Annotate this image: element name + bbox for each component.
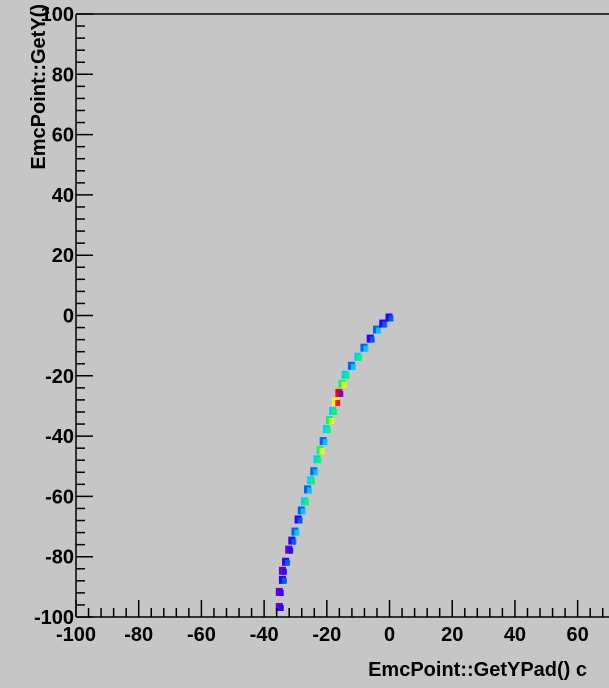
- band-cell: [297, 517, 303, 524]
- band-cell: [300, 508, 306, 515]
- data-band: [275, 313, 394, 611]
- x-tick-label: -40: [250, 624, 279, 646]
- band-cell: [325, 427, 331, 434]
- y-tick-label: 20: [52, 245, 74, 267]
- band-cell: [307, 487, 313, 494]
- band-cell: [294, 529, 300, 536]
- band-cell: [322, 439, 328, 446]
- y-tick-label: -100: [34, 607, 74, 629]
- band-cell: [382, 321, 388, 328]
- band-cell: [310, 478, 316, 485]
- band-cell: [281, 568, 287, 575]
- band-cell: [375, 327, 381, 334]
- y-tick-label: -40: [45, 426, 74, 448]
- y-axis-title: EmcPoint::GetY(): [28, 4, 50, 170]
- band-cell: [363, 345, 369, 352]
- band-cell: [369, 336, 375, 343]
- x-tick-label: 0: [384, 624, 395, 646]
- band-cell: [303, 499, 309, 506]
- band-cell: [357, 354, 363, 361]
- band-cell: [319, 448, 325, 455]
- y-tick-label: -60: [45, 486, 74, 508]
- x-tick-label: 60: [567, 624, 589, 646]
- band-cell: [278, 589, 284, 596]
- band-cell: [288, 547, 294, 554]
- band-cell: [388, 315, 394, 322]
- band-cell: [291, 538, 297, 545]
- band-cell: [316, 457, 322, 464]
- band-cell: [328, 418, 334, 425]
- y-tick-label: 40: [52, 185, 74, 207]
- band-cell: [350, 363, 356, 370]
- y-tick-label: -80: [45, 547, 74, 569]
- band-cell: [278, 604, 284, 611]
- band-cell: [313, 469, 319, 476]
- band-cell: [335, 399, 341, 406]
- x-tick-label: -20: [312, 624, 341, 646]
- x-tick-label: -80: [124, 624, 153, 646]
- band-cell: [332, 408, 338, 415]
- band-cell: [338, 390, 344, 397]
- x-tick-label: 20: [441, 624, 463, 646]
- x-tick-label: 40: [504, 624, 526, 646]
- x-tick-label: -100: [56, 624, 96, 646]
- y-tick-label: 60: [52, 125, 74, 147]
- band-cell: [344, 372, 350, 379]
- y-tick-label: 0: [63, 306, 74, 328]
- x-axis-title: EmcPoint::GetYPad() c: [368, 659, 587, 681]
- y-axis-ticks: 100 80 60 40 20 0 -20 -40 -60 -80 -100: [34, 4, 93, 629]
- y-tick-label: 80: [52, 64, 74, 86]
- y-tick-label: 100: [41, 4, 74, 26]
- band-cell: [281, 577, 287, 584]
- x-tick-label: -60: [187, 624, 216, 646]
- x-axis-ticks: -100 -80 -60 -40 -20 0 20 40 60: [56, 600, 604, 646]
- y-tick-label: -20: [45, 366, 74, 388]
- band-cell: [341, 381, 347, 388]
- band-cell: [285, 559, 291, 566]
